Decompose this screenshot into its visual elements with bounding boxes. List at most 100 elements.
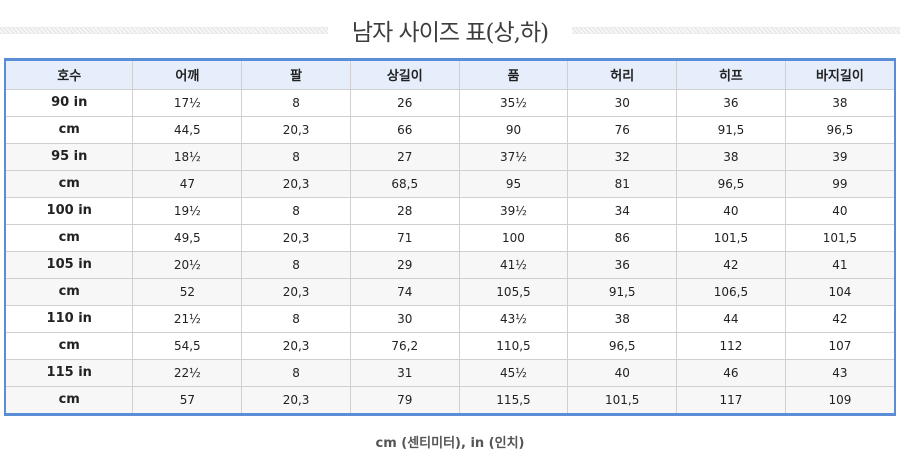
row-label: 115 in [6,358,133,386]
page-title: 남자 사이즈 표(상,하) [351,20,549,46]
table-cell: 22½ [132,358,242,386]
table-cell: 41½ [458,250,568,278]
table-row: 100 in 19½ 8 28 39½ 34 40 40 [6,196,894,224]
table-cell: 29 [349,250,460,278]
table-cell: 43½ [458,304,568,332]
table-row: 105 in 20½ 8 29 41½ 36 42 41 [6,250,894,278]
table-row: cm 44,5 20,3 66 90 76 91,5 96,5 [6,115,894,143]
table-cell: 46 [676,358,786,386]
table-cell: 109 [784,385,894,413]
table-row: 110 in 21½ 8 30 43½ 38 44 42 [6,304,894,332]
table-cell: 37½ [458,142,568,170]
table-cell: 68,5 [349,169,460,197]
table-cell: 32 [567,142,677,170]
table-cell: 39½ [458,196,568,224]
table-cell: 20,3 [241,223,351,251]
table-cell: 117 [676,385,786,413]
table-cell: 17½ [132,88,242,116]
table-cell: 74 [349,277,460,305]
column-header-pants-length: 바지길이 [784,61,894,89]
size-table-container: 호수 어깨 팔 상길이 품 허리 히프 바지길이 90 in 17½ 8 26 … [4,58,896,416]
table-cell: 107 [784,331,894,359]
table-cell: 101,5 [676,223,786,251]
table-row: 115 in 22½ 8 31 45½ 40 46 43 [6,358,894,386]
table-cell: 38 [676,142,786,170]
title-bar: 남자 사이즈 표(상,하) [0,0,900,56]
table-cell: 35½ [458,88,568,116]
table-row: cm 52 20,3 74 105,5 91,5 106,5 104 [6,277,894,305]
table-cell: 91,5 [567,277,677,305]
column-header-waist: 허리 [567,61,677,89]
table-cell: 104 [784,277,894,305]
row-label: 105 in [6,250,133,278]
table-cell: 40 [567,358,677,386]
table-cell: 45½ [458,358,568,386]
table-cell: 101,5 [567,385,677,413]
table-row: 95 in 18½ 8 27 37½ 32 38 39 [6,142,894,170]
units-note: cm (센티미터), in (인치) [375,436,525,451]
table-cell: 31 [349,358,460,386]
table-cell: 44,5 [132,115,242,143]
table-cell: 101,5 [784,223,894,251]
table-cell: 86 [567,223,677,251]
table-cell: 100 [458,223,568,251]
table-cell: 30 [349,304,460,332]
table-cell: 90 [458,115,568,143]
table-cell: 105,5 [458,277,568,305]
table-cell: 28 [349,196,460,224]
table-row: cm 47 20,3 68,5 95 81 96,5 99 [6,169,894,197]
table-cell: 8 [241,358,351,386]
table-cell: 115,5 [458,385,568,413]
table-cell: 66 [349,115,460,143]
row-label: cm [6,169,133,197]
table-cell: 20,3 [241,331,351,359]
table-cell: 99 [784,169,894,197]
column-header-arm: 팔 [241,61,351,89]
table-cell: 18½ [132,142,242,170]
title-decoration-left [0,26,328,34]
table-cell: 110,5 [458,331,568,359]
table-cell: 49,5 [132,223,242,251]
column-header-top-length: 상길이 [349,61,460,89]
table-row: 90 in 17½ 8 26 35½ 30 36 38 [6,88,894,116]
table-cell: 20,3 [241,115,351,143]
table-cell: 40 [784,196,894,224]
table-cell: 106,5 [676,277,786,305]
table-cell: 79 [349,385,460,413]
table-cell: 96,5 [567,331,677,359]
table-cell: 8 [241,88,351,116]
table-cell: 44 [676,304,786,332]
header-row: 호수 어깨 팔 상길이 품 허리 히프 바지길이 [6,61,894,89]
table-row: cm 54,5 20,3 76,2 110,5 96,5 112 107 [6,331,894,359]
table-cell: 42 [784,304,894,332]
column-header-chest: 품 [458,61,568,89]
table-cell: 40 [676,196,786,224]
row-label: cm [6,223,133,251]
table-cell: 112 [676,331,786,359]
table-cell: 34 [567,196,677,224]
table-cell: 8 [241,304,351,332]
table-cell: 76 [567,115,677,143]
size-table: 호수 어깨 팔 상길이 품 허리 히프 바지길이 90 in 17½ 8 26 … [6,61,894,413]
title-decoration-right [572,26,900,34]
row-label: cm [6,331,133,359]
table-cell: 96,5 [676,169,786,197]
table-cell: 42 [676,250,786,278]
table-cell: 41 [784,250,894,278]
table-cell: 43 [784,358,894,386]
table-cell: 19½ [132,196,242,224]
row-label: cm [6,115,133,143]
table-cell: 26 [349,88,460,116]
table-cell: 95 [458,169,568,197]
table-cell: 47 [132,169,242,197]
table-cell: 96,5 [784,115,894,143]
row-label: cm [6,385,133,413]
table-cell: 38 [784,88,894,116]
table-cell: 20,3 [241,169,351,197]
table-cell: 20½ [132,250,242,278]
table-cell: 54,5 [132,331,242,359]
table-cell: 36 [567,250,677,278]
table-cell: 52 [132,277,242,305]
row-label: 90 in [6,88,133,116]
column-header-hip: 히프 [676,61,786,89]
